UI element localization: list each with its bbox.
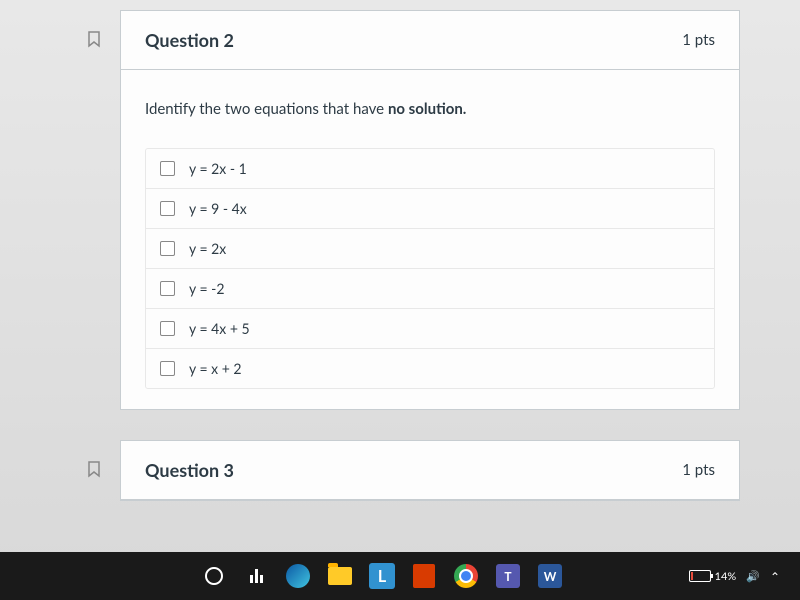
answer-option[interactable]: y = 9 - 4x [146, 189, 714, 229]
question-title: Question 2 [145, 29, 234, 51]
battery-indicator[interactable]: 14% [689, 570, 737, 583]
question-3-wrapper: Question 3 1 pts [120, 440, 740, 501]
battery-fill [691, 572, 694, 580]
checkbox[interactable] [160, 281, 175, 296]
question-body: Identify the two equations that have no … [121, 70, 739, 409]
cortana-circle-icon[interactable] [200, 562, 228, 590]
checkbox[interactable] [160, 361, 175, 376]
question-3-card: Question 3 1 pts [120, 440, 740, 501]
option-label: y = 2x [189, 240, 226, 257]
prompt-text: Identify the two equations that have [145, 100, 388, 118]
checkbox[interactable] [160, 201, 175, 216]
word-icon[interactable]: W [536, 562, 564, 590]
tray-chevron-icon[interactable]: ⌃ [770, 569, 780, 584]
file-explorer-icon[interactable] [326, 562, 354, 590]
option-label: y = -2 [189, 280, 224, 297]
question-prompt: Identify the two equations that have no … [145, 100, 715, 118]
edge-icon[interactable] [284, 562, 312, 590]
windows-taskbar: L T W 14% 🔊 ⌃ [0, 552, 800, 600]
page-background: Question 2 1 pts Identify the two equati… [0, 0, 800, 600]
task-view-icon[interactable] [242, 562, 270, 590]
checkbox[interactable] [160, 241, 175, 256]
question-header: Question 2 1 pts [121, 11, 739, 70]
bookmark-icon [85, 30, 105, 50]
flag-button[interactable] [85, 30, 105, 54]
volume-icon[interactable]: 🔊 [746, 570, 760, 583]
question-header: Question 3 1 pts [121, 441, 739, 500]
flag-button[interactable] [85, 460, 105, 484]
option-label: y = 9 - 4x [189, 200, 247, 217]
teams-icon[interactable]: T [494, 562, 522, 590]
answer-option[interactable]: y = 2x [146, 229, 714, 269]
question-points: 1 pts [682, 461, 715, 479]
office-icon[interactable] [410, 562, 438, 590]
prompt-bold: no solution. [388, 100, 466, 118]
answer-option[interactable]: y = 4x + 5 [146, 309, 714, 349]
taskbar-icons: L T W [200, 562, 564, 590]
system-tray: 14% 🔊 ⌃ [689, 569, 780, 584]
lockdown-browser-icon[interactable]: L [368, 562, 396, 590]
answer-option[interactable]: y = 2x - 1 [146, 149, 714, 189]
checkbox[interactable] [160, 321, 175, 336]
option-label: y = 4x + 5 [189, 320, 250, 337]
chrome-icon[interactable] [452, 562, 480, 590]
question-points: 1 pts [682, 31, 715, 49]
battery-percent: 14% [715, 570, 737, 583]
battery-icon [689, 570, 711, 582]
answer-option[interactable]: y = x + 2 [146, 349, 714, 388]
answer-list: y = 2x - 1 y = 9 - 4x y = 2x y = -2 [145, 148, 715, 389]
question-2-wrapper: Question 2 1 pts Identify the two equati… [120, 10, 740, 410]
question-title: Question 3 [145, 459, 234, 481]
checkbox[interactable] [160, 161, 175, 176]
bookmark-icon [85, 460, 105, 480]
option-label: y = x + 2 [189, 360, 242, 377]
question-2-card: Question 2 1 pts Identify the two equati… [120, 10, 740, 410]
answer-option[interactable]: y = -2 [146, 269, 714, 309]
option-label: y = 2x - 1 [189, 160, 247, 177]
content-area: Question 2 1 pts Identify the two equati… [120, 0, 740, 501]
